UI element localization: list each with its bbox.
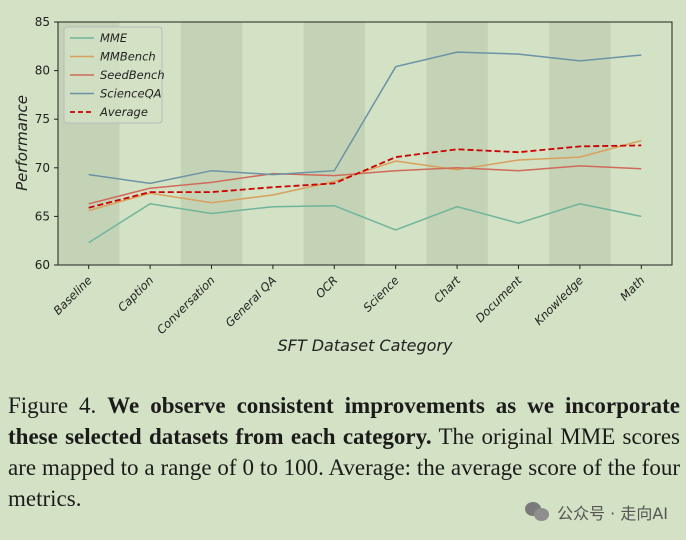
y-tick-label-60: 60	[35, 258, 50, 272]
watermark-text: 公众号 · 走向AI	[557, 504, 668, 523]
caption-prefix: Figure 4.	[8, 393, 108, 418]
plot-border	[57, 21, 673, 266]
band-6	[426, 22, 488, 265]
wechat-icon	[525, 502, 551, 522]
y-tick-label-65: 65	[35, 209, 50, 223]
series-line-mme	[88, 203, 642, 244]
y-tick-label-80: 80	[35, 64, 50, 78]
x-axis-label: SFT Dataset Category	[277, 336, 453, 355]
series-lines	[88, 51, 642, 244]
x-tick-label-ocr: OCR	[313, 273, 341, 301]
x-tick-label-document: Document	[473, 273, 525, 325]
x-tick-label-conversation: Conversation	[154, 273, 218, 337]
legend-label-scienceqa: ScienceQA	[100, 87, 162, 101]
y-axis-label: Performance	[13, 95, 31, 191]
caption-bold-text: We observe consistent improvements as we…	[8, 393, 680, 449]
x-tick-label-baseline: Baseline	[50, 273, 94, 317]
series-line-average	[88, 144, 642, 209]
background-bands	[58, 22, 611, 265]
series-line-scienceqa	[88, 51, 642, 185]
watermark: 公众号 · 走向AI	[525, 500, 668, 524]
plot-frame	[57, 21, 673, 266]
series-line-seedbench	[88, 165, 642, 205]
band-8	[549, 22, 611, 265]
x-tick-label-math: Math	[617, 273, 647, 303]
legend-label-mme: MME	[100, 31, 128, 45]
x-tick-label-chart: Chart	[431, 273, 464, 306]
legend: MME MMBench SeedBench ScienceQA Average	[63, 26, 165, 124]
y-axis-ticks: 60 65 70 75 80 85	[35, 15, 58, 272]
figure-caption: Figure 4. We observe consistent improvem…	[8, 390, 680, 514]
x-tick-label-knowledge: Knowledge	[531, 273, 586, 328]
x-tick-label-general-qa: General QA	[223, 273, 280, 330]
legend-label-average: Average	[99, 105, 148, 119]
y-tick-label-85: 85	[35, 15, 50, 29]
legend-label-seedbench: SeedBench	[100, 68, 165, 82]
legend-box	[63, 26, 163, 124]
caption-body-text: The original MME scores are mapped to a …	[8, 424, 681, 511]
legend-label-mmbench: MMBench	[100, 50, 156, 64]
line-chart: 60 65 70 75 80 85 Baseline CaptionConversation…	[13, 15, 673, 355]
y-tick-label-70: 70	[35, 161, 50, 175]
x-tick-label-science: Science	[360, 273, 401, 314]
x-tick-label-caption: Caption	[115, 273, 156, 314]
band-4	[303, 22, 365, 265]
band-2	[180, 22, 243, 265]
y-tick-label-75: 75	[35, 112, 50, 126]
